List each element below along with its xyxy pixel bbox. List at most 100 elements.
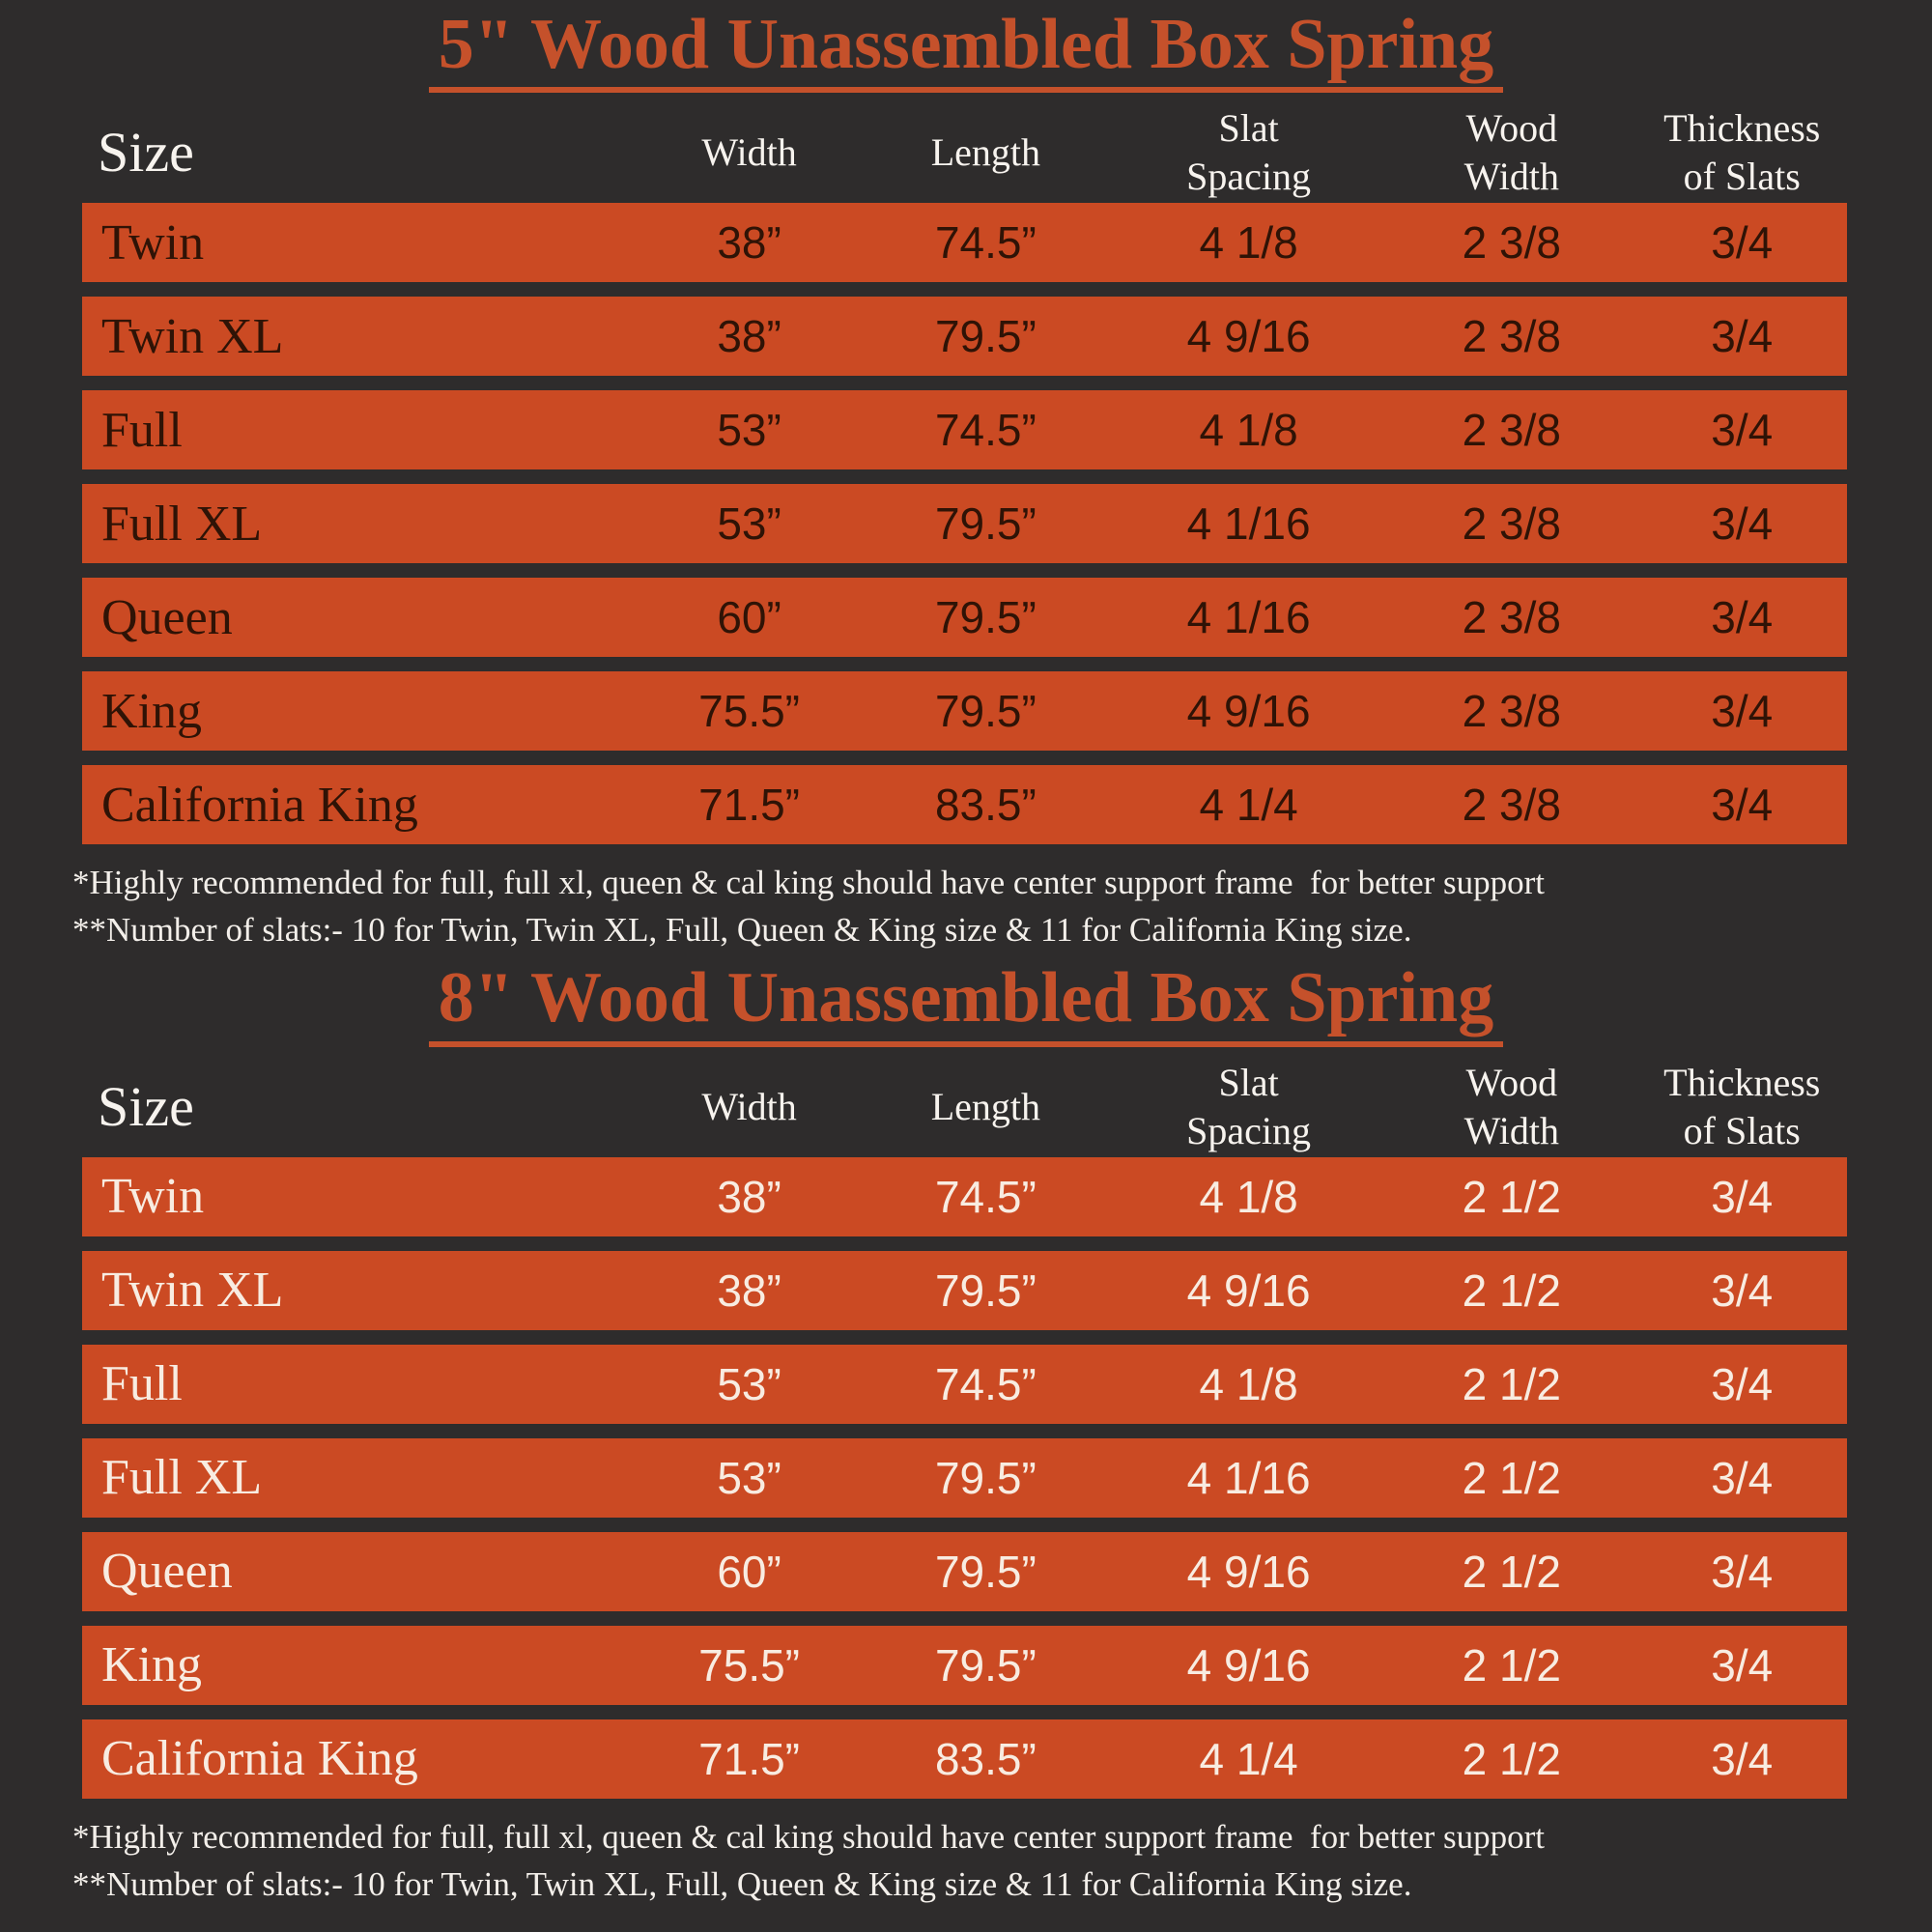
cell-size: Twin XL: [101, 1263, 284, 1319]
cell-width: 71.5”: [698, 780, 801, 831]
cell-size: Twin: [101, 214, 205, 270]
cell-width: 53”: [717, 498, 781, 550]
cell-thickness: 3/4: [1711, 311, 1774, 362]
cell-wood-width: 2 1/2: [1462, 1546, 1561, 1597]
cell-slat-spacing: 4 1/8: [1199, 1171, 1298, 1222]
cell-wood-width: 2 1/2: [1462, 1639, 1561, 1690]
cell-size: Twin XL: [101, 308, 284, 364]
cell-width: 53”: [717, 405, 781, 456]
header-wood-width: Wood Width: [1463, 106, 1560, 199]
cell-slat-spacing: 4 9/16: [1186, 1264, 1311, 1316]
cell-slat-spacing: 4 9/16: [1186, 1546, 1311, 1597]
cell-slat-spacing: 4 9/16: [1186, 686, 1311, 737]
cell-size: California King: [101, 1731, 418, 1787]
cell-thickness: 3/4: [1711, 1264, 1774, 1316]
header-thickness: Thickness of Slats: [1663, 1060, 1821, 1152]
cell-wood-width: 2 1/2: [1462, 1733, 1561, 1784]
cell-size: California King: [101, 777, 418, 833]
header-row: Size Width Length Slat Spacing Wood Widt…: [82, 1057, 1847, 1157]
footnotes: *Highly recommended for full, full xl, q…: [72, 1813, 1893, 1908]
table-section-8-inch: 8" Wood Unassembled Box Spring Size Widt…: [0, 959, 1932, 1907]
cell-thickness: 3/4: [1711, 1358, 1774, 1409]
table-row: Queen 60” 79.5” 4 1/16 2 3/8 3/4: [82, 578, 1847, 658]
cell-thickness: 3/4: [1711, 1639, 1774, 1690]
cell-thickness: 3/4: [1711, 498, 1774, 550]
cell-length: 79.5”: [934, 311, 1037, 362]
cell-thickness: 3/4: [1711, 1171, 1774, 1222]
cell-length: 79.5”: [934, 1452, 1037, 1503]
cell-length: 74.5”: [934, 1171, 1037, 1222]
table-body: Twin 38” 74.5” 4 1/8 2 3/8 3/4 Twin XL 3…: [0, 203, 1932, 845]
cell-length: 79.5”: [934, 498, 1037, 550]
cell-wood-width: 2 3/8: [1462, 686, 1561, 737]
cell-width: 38”: [717, 217, 781, 269]
header-length: Length: [930, 1084, 1041, 1128]
cell-length: 83.5”: [934, 780, 1037, 831]
cell-length: 79.5”: [934, 686, 1037, 737]
cell-width: 38”: [717, 311, 781, 362]
footnotes: *Highly recommended for full, full xl, q…: [72, 859, 1893, 953]
cell-wood-width: 2 3/8: [1462, 217, 1561, 269]
table-row: Twin 38” 74.5” 4 1/8 2 1/2 3/4: [82, 1156, 1847, 1236]
cell-slat-spacing: 4 1/16: [1186, 1452, 1311, 1503]
cell-size: Queen: [101, 1544, 233, 1600]
cell-width: 75.5”: [698, 686, 801, 737]
cell-size: Twin: [101, 1169, 205, 1225]
cell-length: 79.5”: [934, 1264, 1037, 1316]
cell-wood-width: 2 3/8: [1462, 498, 1561, 550]
cell-wood-width: 2 1/2: [1462, 1358, 1561, 1409]
header-size: Size: [98, 121, 194, 185]
page-title-5-inch: 5" Wood Unassembled Box Spring: [428, 5, 1504, 94]
cell-length: 74.5”: [934, 217, 1037, 269]
cell-width: 75.5”: [698, 1639, 801, 1690]
table-body: Twin 38” 74.5” 4 1/8 2 1/2 3/4 Twin XL 3…: [0, 1156, 1932, 1799]
cell-length: 83.5”: [934, 1733, 1037, 1784]
cell-slat-spacing: 4 1/16: [1186, 498, 1311, 550]
table-row: Twin XL 38” 79.5” 4 9/16 2 3/8 3/4: [82, 297, 1847, 377]
header-width: Width: [701, 1084, 797, 1128]
table-row: California King 71.5” 83.5” 4 1/4 2 3/8 …: [82, 765, 1847, 845]
cell-slat-spacing: 4 1/8: [1199, 405, 1298, 456]
cell-width: 38”: [717, 1264, 781, 1316]
cell-slat-spacing: 4 9/16: [1186, 1639, 1311, 1690]
title-row: 8" Wood Unassembled Box Spring: [0, 959, 1932, 1047]
cell-thickness: 3/4: [1711, 217, 1774, 269]
table-row: King 75.5” 79.5” 4 9/16 2 1/2 3/4: [82, 1625, 1847, 1705]
cell-size: King: [101, 1637, 202, 1693]
footnote-slat-count: **Number of slats:- 10 for Twin, Twin XL…: [72, 911, 1412, 950]
table-row: Twin 38” 74.5” 4 1/8 2 3/8 3/4: [82, 203, 1847, 283]
cell-thickness: 3/4: [1711, 780, 1774, 831]
cell-size: Queen: [101, 589, 233, 645]
table-row: Full XL 53” 79.5” 4 1/16 2 3/8 3/4: [82, 484, 1847, 564]
cell-wood-width: 2 3/8: [1462, 405, 1561, 456]
cell-slat-spacing: 4 1/8: [1199, 217, 1298, 269]
cell-wood-width: 2 3/8: [1462, 592, 1561, 643]
cell-length: 79.5”: [934, 592, 1037, 643]
header-width: Width: [701, 130, 797, 175]
cell-length: 74.5”: [934, 1358, 1037, 1409]
cell-thickness: 3/4: [1711, 686, 1774, 737]
cell-thickness: 3/4: [1711, 1452, 1774, 1503]
cell-thickness: 3/4: [1711, 1546, 1774, 1597]
cell-width: 60”: [717, 592, 781, 643]
header-wood-width: Wood Width: [1463, 1060, 1560, 1152]
cell-width: 53”: [717, 1452, 781, 1503]
cell-length: 79.5”: [934, 1546, 1037, 1597]
cell-slat-spacing: 4 1/16: [1186, 592, 1311, 643]
cell-length: 79.5”: [934, 1639, 1037, 1690]
footnote-support: *Highly recommended for full, full xl, q…: [72, 864, 1546, 902]
header-size: Size: [98, 1074, 194, 1138]
cell-length: 74.5”: [934, 405, 1037, 456]
table-row: King 75.5” 79.5” 4 9/16 2 3/8 3/4: [82, 671, 1847, 752]
cell-size: Full: [101, 1356, 183, 1412]
cell-thickness: 3/4: [1711, 405, 1774, 456]
title-row: 5" Wood Unassembled Box Spring: [0, 5, 1932, 94]
table-row: Full 53” 74.5” 4 1/8 2 1/2 3/4: [82, 1344, 1847, 1424]
table-row: Twin XL 38” 79.5” 4 9/16 2 1/2 3/4: [82, 1250, 1847, 1330]
cell-width: 53”: [717, 1358, 781, 1409]
table-row: California King 71.5” 83.5” 4 1/4 2 1/2 …: [82, 1719, 1847, 1799]
page-title-8-inch: 8" Wood Unassembled Box Spring: [428, 959, 1504, 1047]
cell-width: 38”: [717, 1171, 781, 1222]
cell-wood-width: 2 1/2: [1462, 1264, 1561, 1316]
